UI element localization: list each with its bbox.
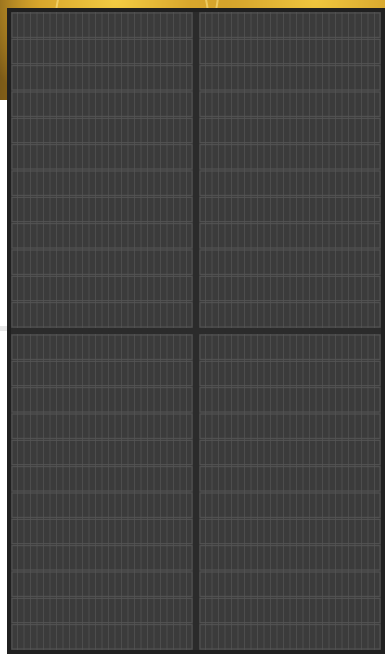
solar-panel-cells: [7, 8, 385, 654]
panel-section: [11, 334, 193, 650]
panel-section: [199, 334, 381, 650]
left-edge-mark: [0, 326, 7, 331]
panel-section: [11, 12, 193, 328]
panel-section: [199, 12, 381, 328]
solar-panel: [7, 8, 385, 654]
panel-vertical-busbar: [193, 12, 199, 650]
